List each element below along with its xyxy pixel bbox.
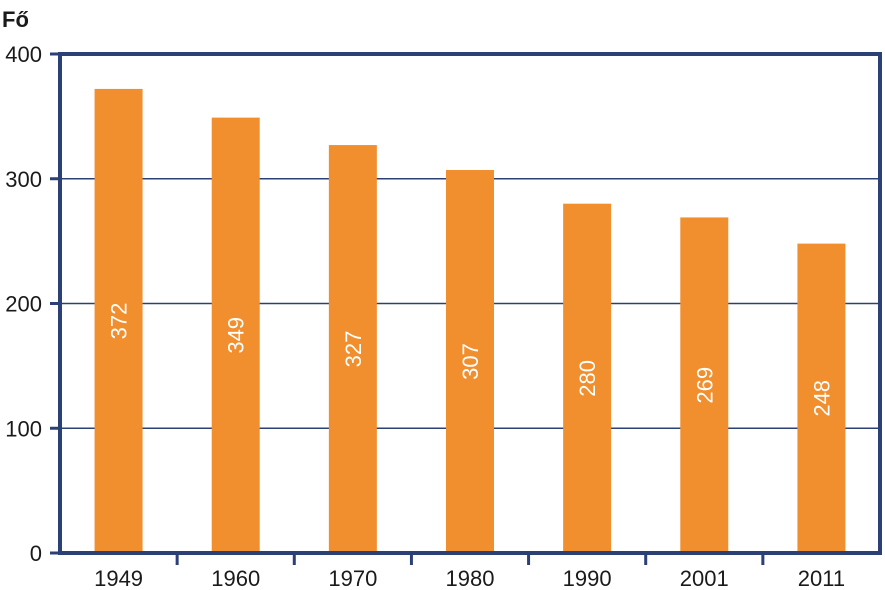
bars: 372 349 327 307 280 269 248 (94, 88, 846, 554)
y-axis-unit-label: Fő (2, 7, 29, 32)
y-tick-label: 300 (5, 167, 42, 192)
bar-data-label: 327 (341, 331, 366, 368)
x-tick-label: 1960 (211, 566, 260, 590)
bar-data-label: 372 (107, 303, 132, 340)
bar-data-label: 307 (458, 343, 483, 380)
x-tick-label: 1980 (446, 566, 495, 590)
bar (797, 243, 846, 553)
bar (680, 217, 729, 554)
bar-data-label: 269 (692, 367, 717, 404)
bar-data-label: 349 (224, 317, 249, 354)
x-tick-label: 1990 (563, 566, 612, 590)
x-tick-label: 2011 (798, 566, 845, 590)
bar (211, 117, 260, 553)
y-axis-ticks: 0 100 200 300 400 (5, 42, 60, 566)
y-tick-label: 0 (30, 541, 42, 566)
y-tick-label: 100 (5, 416, 42, 441)
bar (328, 145, 377, 553)
x-tick-label: 2001 (680, 566, 729, 590)
bar (94, 88, 143, 554)
bar (563, 203, 612, 553)
x-tick-label: 1970 (328, 566, 377, 590)
x-axis-ticks: 1949 1960 1970 1980 1990 2001 2011 (94, 553, 845, 590)
y-tick-label: 200 (5, 292, 42, 317)
bar-data-label: 248 (809, 380, 834, 417)
x-tick-label: 1949 (94, 566, 143, 590)
bar-data-label: 280 (575, 360, 600, 397)
bar (446, 170, 494, 553)
y-tick-label: 400 (5, 42, 42, 67)
